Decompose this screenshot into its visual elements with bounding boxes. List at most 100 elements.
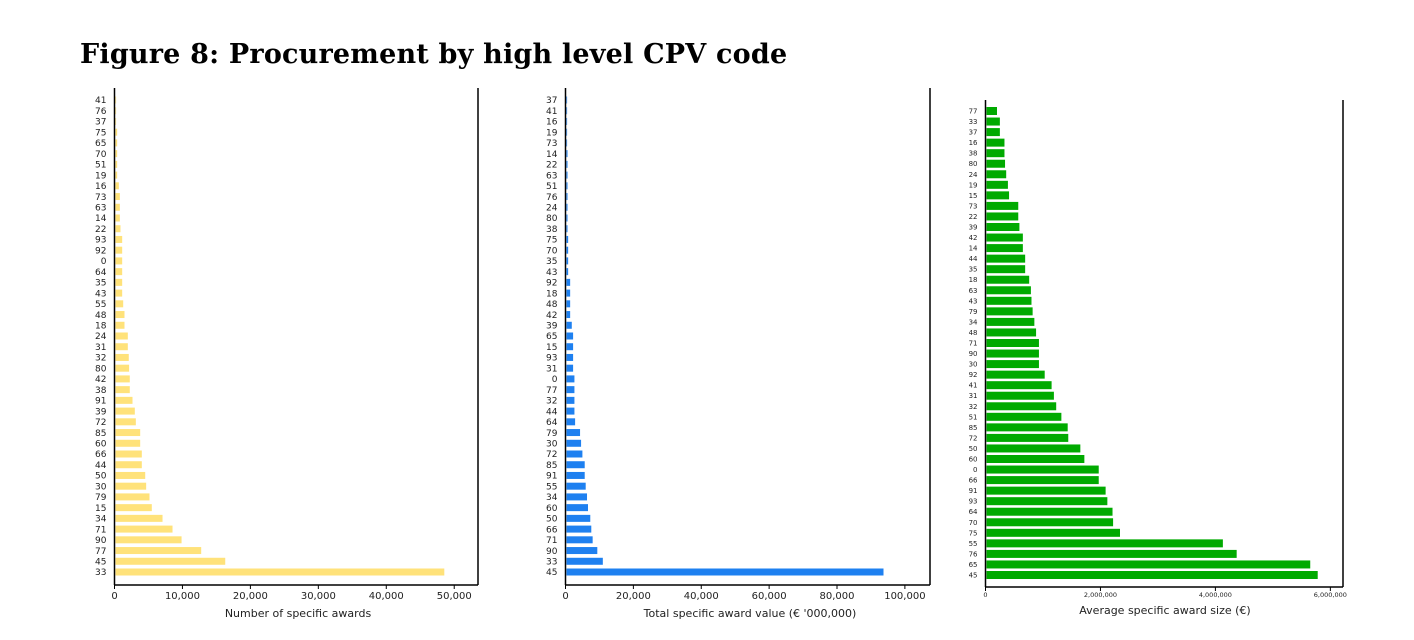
x-tick-label: 40,000 xyxy=(684,591,719,602)
category-label: 15 xyxy=(95,504,106,514)
category-label: 31 xyxy=(969,392,978,400)
category-label: 15 xyxy=(546,343,557,353)
bar-43 xyxy=(986,296,1032,305)
category-label: 18 xyxy=(546,289,558,299)
bar-37 xyxy=(566,96,568,104)
bar-37 xyxy=(115,117,117,125)
category-label: 30 xyxy=(546,440,558,450)
bar-41 xyxy=(566,107,568,115)
category-label: 18 xyxy=(969,276,978,284)
bar-42 xyxy=(115,375,130,383)
x-tick-label: 60,000 xyxy=(752,591,787,602)
bar-75 xyxy=(115,128,118,136)
bar-72 xyxy=(986,433,1069,442)
bar-91 xyxy=(566,471,585,479)
bar-66 xyxy=(566,525,592,533)
bar-24 xyxy=(986,170,1007,179)
bar-37 xyxy=(986,128,1000,137)
x-tick-label: 40,000 xyxy=(369,591,404,602)
category-label: 80 xyxy=(546,214,558,224)
bar-39 xyxy=(115,407,135,415)
category-label: 44 xyxy=(969,255,978,263)
bar-41 xyxy=(986,381,1052,390)
category-label: 16 xyxy=(95,182,107,192)
category-label: 72 xyxy=(969,434,978,442)
category-label: 51 xyxy=(969,413,978,421)
bar-60 xyxy=(986,455,1085,463)
category-label: 55 xyxy=(546,482,557,492)
category-label: 93 xyxy=(546,354,557,364)
bar-77 xyxy=(986,107,997,115)
category-label: 63 xyxy=(95,204,106,214)
bar-65 xyxy=(986,560,1311,569)
x-tick-label: 80,000 xyxy=(820,591,855,602)
category-label: 34 xyxy=(546,493,558,503)
category-label: 77 xyxy=(969,108,978,116)
bar-34 xyxy=(986,317,1035,326)
bar-55 xyxy=(115,300,124,308)
category-label: 50 xyxy=(969,445,978,453)
bar-85 xyxy=(115,429,141,437)
category-label: 41 xyxy=(546,107,557,117)
bar-38 xyxy=(986,149,1005,158)
category-label: 48 xyxy=(546,300,558,310)
bar-33 xyxy=(115,568,445,576)
bar-34 xyxy=(115,514,163,522)
bar-80 xyxy=(566,214,568,222)
bar-51 xyxy=(566,182,568,190)
bar-76 xyxy=(115,107,117,115)
bar-70 xyxy=(566,246,569,254)
category-label: 31 xyxy=(546,364,557,374)
bar-55 xyxy=(566,482,586,490)
category-label: 33 xyxy=(546,558,557,568)
bar-44 xyxy=(566,407,575,415)
bar-85 xyxy=(566,461,585,469)
bar-90 xyxy=(566,547,598,555)
category-label: 51 xyxy=(546,182,557,192)
category-label: 50 xyxy=(95,472,107,482)
bar-18 xyxy=(566,289,571,297)
category-label: 72 xyxy=(95,418,106,428)
category-label: 39 xyxy=(969,224,978,232)
category-label: 14 xyxy=(95,214,107,224)
category-label: 14 xyxy=(546,150,558,160)
category-label: 42 xyxy=(546,311,557,321)
category-label: 0 xyxy=(973,466,977,474)
bar-35 xyxy=(986,265,1026,274)
x-axis-title: Average specific award size (€) xyxy=(1079,604,1250,617)
category-label: 24 xyxy=(95,332,107,342)
bar-35 xyxy=(115,278,123,286)
bar-48 xyxy=(566,300,571,308)
category-label: 60 xyxy=(546,504,558,514)
bar-39 xyxy=(986,223,1020,231)
bar-42 xyxy=(986,233,1023,242)
category-label: 71 xyxy=(95,525,106,535)
bar-92 xyxy=(115,246,123,254)
x-tick-label: 0 xyxy=(111,591,117,602)
bar-79 xyxy=(566,429,581,437)
category-label: 64 xyxy=(546,418,558,428)
bar-48 xyxy=(115,311,125,319)
category-label: 64 xyxy=(969,508,978,516)
category-label: 55 xyxy=(969,540,978,548)
bar-24 xyxy=(566,203,568,211)
bar-65 xyxy=(566,332,574,340)
category-label: 42 xyxy=(969,234,978,242)
category-label: 38 xyxy=(95,386,107,396)
bar-19 xyxy=(566,128,568,136)
bar-80 xyxy=(115,364,130,372)
category-label: 80 xyxy=(969,160,978,168)
category-label: 33 xyxy=(969,118,978,126)
bar-32 xyxy=(986,402,1057,411)
bar-42 xyxy=(566,311,571,319)
category-label: 79 xyxy=(546,429,558,439)
bar-32 xyxy=(115,353,129,361)
bar-79 xyxy=(986,307,1033,316)
category-label: 22 xyxy=(969,213,978,221)
category-label: 66 xyxy=(95,450,107,460)
category-label: 48 xyxy=(969,329,978,337)
bar-19 xyxy=(986,180,1008,189)
bar-73 xyxy=(986,201,1019,210)
bar-79 xyxy=(115,493,150,501)
